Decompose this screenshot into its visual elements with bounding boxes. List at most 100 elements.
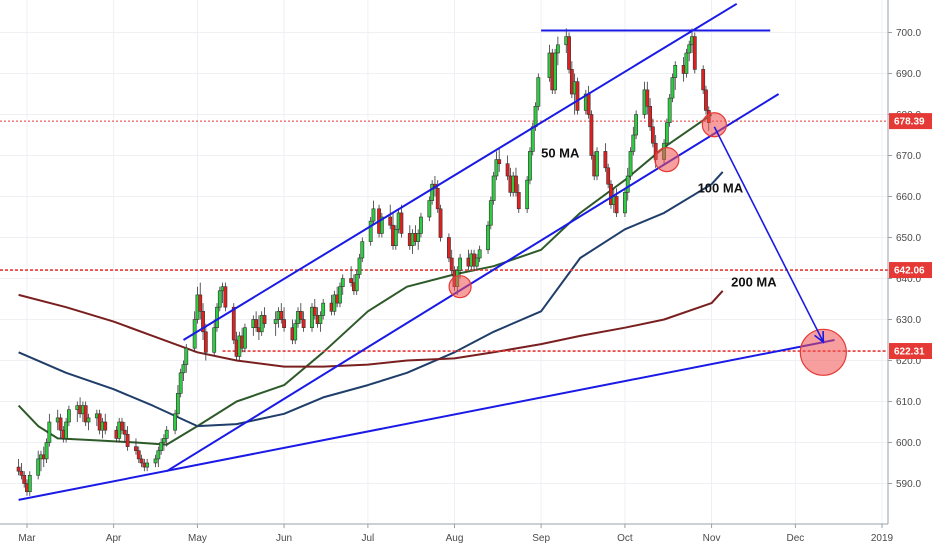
candle — [692, 32, 697, 74]
candle — [159, 438, 164, 455]
candle-body — [650, 126, 655, 144]
candle — [279, 303, 284, 324]
candle-body — [555, 44, 560, 54]
candle-body — [217, 290, 222, 308]
candle — [22, 471, 27, 488]
candle — [589, 110, 594, 160]
candle-body — [438, 208, 443, 238]
candle-body — [399, 212, 404, 234]
candle-body — [673, 65, 678, 78]
candle-body — [449, 257, 454, 271]
candle — [388, 204, 393, 230]
candle-body — [243, 327, 247, 349]
candle-body — [262, 315, 267, 324]
candle — [427, 196, 432, 222]
projection-arrow — [713, 126, 825, 344]
candle — [555, 36, 560, 66]
candle-body — [103, 421, 108, 431]
x-tick-label: Apr — [106, 533, 122, 544]
candle-body — [684, 52, 689, 74]
candle — [36, 450, 41, 480]
candle — [86, 413, 91, 431]
candle-body — [58, 417, 63, 431]
candle — [273, 311, 278, 336]
price-label-text: 642.06 — [894, 266, 925, 277]
candle-body — [586, 93, 591, 115]
highlight-circle — [799, 328, 847, 376]
y-tick-label: 700.0 — [896, 28, 921, 39]
candle — [368, 217, 373, 246]
candle — [134, 438, 138, 455]
candle — [145, 458, 150, 472]
candle — [262, 307, 267, 328]
candle — [318, 311, 323, 332]
candle — [217, 286, 222, 312]
candle — [19, 463, 24, 480]
candle-body — [488, 200, 493, 226]
annotations: 50 MA 100 MA 200 MA — [541, 146, 777, 290]
candle — [701, 65, 706, 94]
candle-body — [231, 306, 236, 341]
candle-body — [282, 319, 286, 328]
candle — [438, 204, 443, 242]
x-tick-label: Nov — [703, 533, 721, 544]
candle-body — [625, 175, 630, 193]
candle-body — [203, 331, 208, 353]
candle-body — [338, 286, 342, 304]
candle-body — [254, 319, 259, 328]
ma-line-50-ma — [17, 113, 713, 446]
y-tick-label: 690.0 — [896, 69, 921, 80]
candle — [175, 385, 180, 418]
candle-body — [634, 114, 639, 136]
candle-body — [525, 179, 530, 210]
candle — [430, 180, 435, 205]
candle — [47, 413, 52, 447]
x-tick-label: Sep — [532, 533, 550, 544]
candle — [399, 204, 404, 238]
candle-body — [354, 274, 359, 292]
candle — [673, 61, 678, 90]
candle — [201, 303, 205, 340]
x-tick-label: 2019 — [871, 533, 894, 544]
candle — [497, 147, 502, 172]
candle — [184, 344, 189, 373]
candle — [664, 118, 669, 148]
candle — [83, 401, 88, 427]
candle-body — [667, 97, 672, 123]
candle-body — [631, 134, 636, 152]
candle — [298, 303, 303, 324]
ma-line-100-ma — [18, 171, 724, 428]
candle — [357, 253, 362, 279]
candle — [628, 147, 633, 181]
candle-body — [215, 306, 219, 329]
candle-body — [310, 306, 314, 329]
price-label-text: 678.39 — [894, 117, 925, 128]
x-tick-label: Mar — [18, 533, 36, 544]
candle — [310, 303, 314, 332]
candle — [474, 253, 479, 271]
candle — [103, 413, 108, 435]
candle-body — [159, 442, 164, 451]
candle-body — [184, 347, 189, 365]
candle-body — [393, 229, 398, 247]
candle-body — [181, 364, 186, 374]
candle-body — [419, 216, 423, 234]
highlight-circle — [448, 275, 472, 299]
candle — [603, 143, 608, 172]
candle — [198, 282, 203, 320]
trend-lines — [18, 2, 835, 501]
candle-body — [371, 208, 376, 222]
candle — [623, 188, 627, 217]
candle-body — [670, 77, 675, 99]
candle-body — [86, 417, 91, 423]
y-tick-label: 640.0 — [896, 274, 921, 285]
candle — [162, 434, 166, 451]
candle-body — [648, 106, 652, 128]
candle-body — [120, 421, 124, 431]
candle — [27, 471, 32, 496]
candle — [136, 446, 141, 463]
candle-body — [497, 159, 502, 165]
